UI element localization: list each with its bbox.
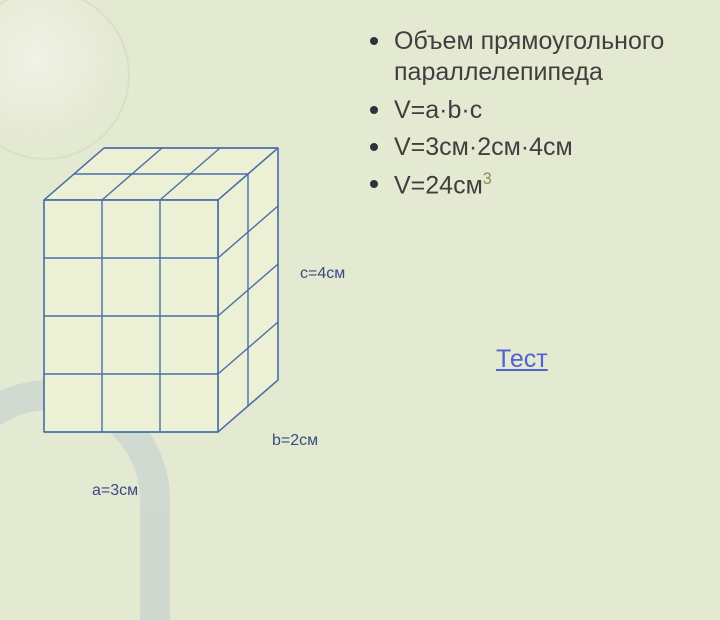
test-link[interactable]: Тест xyxy=(496,344,556,374)
dim-label-a: a=3см xyxy=(92,482,138,500)
bullet-text: Объем прямоугольного параллелепипеда xyxy=(394,27,664,86)
bullet-item: V=3см·2см·4см xyxy=(370,132,700,163)
bullet-item: V=24см3 xyxy=(370,169,700,202)
dim-label-c: c=4см xyxy=(300,265,345,283)
dim-label-b: b=2см xyxy=(272,432,318,450)
bullet-list: Объем прямоугольного параллелепипеда V=a… xyxy=(370,26,700,202)
cuboid-figure: a=3см b=2см c=4см xyxy=(32,130,342,490)
cuboid-svg xyxy=(32,130,372,510)
volume-text-block: Объем прямоугольного параллелепипеда V=a… xyxy=(370,26,700,208)
bullet-text: V=3см·2см·4см xyxy=(394,133,573,161)
superscript: 3 xyxy=(483,170,492,188)
bullet-text: V=24см xyxy=(394,171,483,199)
bullet-item: V=a·b·c xyxy=(370,95,700,126)
bullet-text: V=a·b·c xyxy=(394,96,482,124)
test-link-label: Тест xyxy=(496,345,548,373)
bullet-item: Объем прямоугольного параллелепипеда xyxy=(370,26,700,89)
